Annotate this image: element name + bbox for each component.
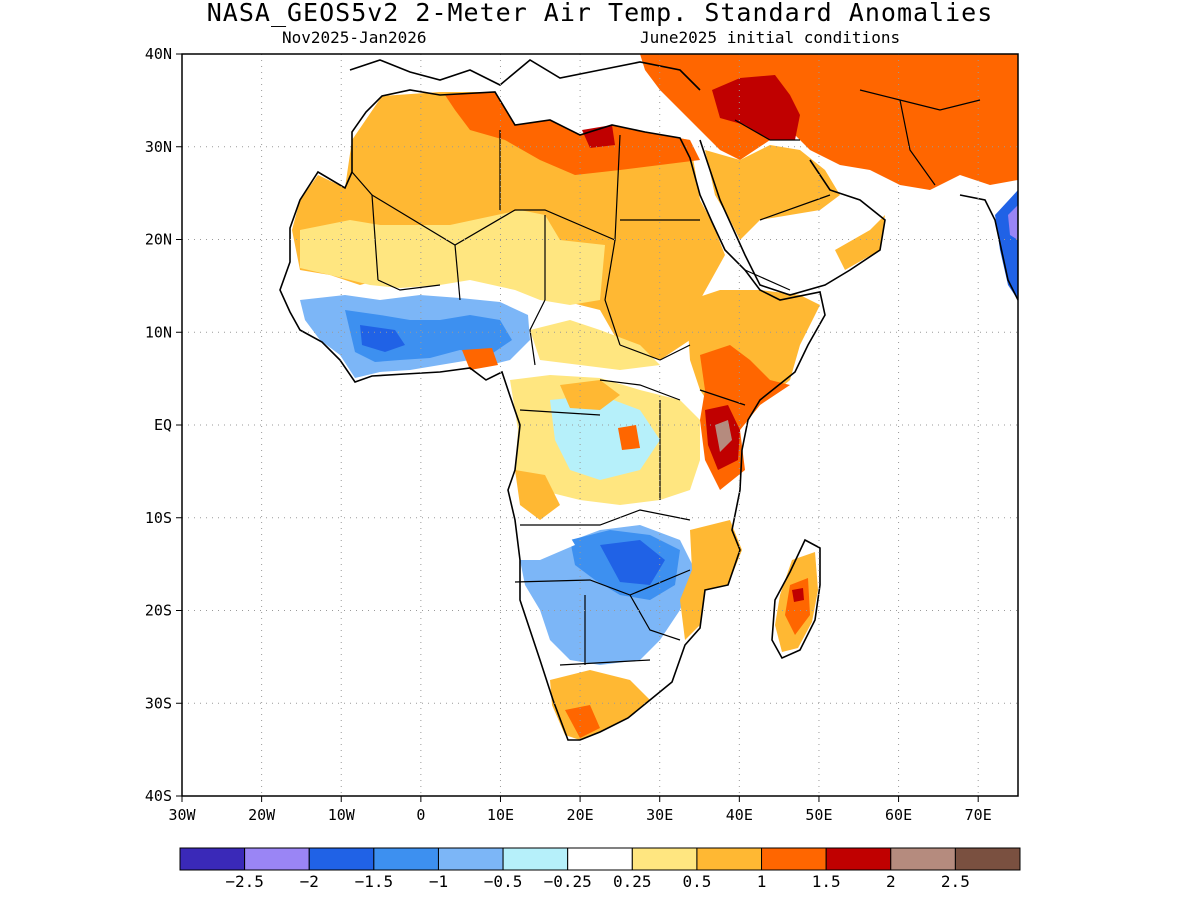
map-title: NASA_GEOS5v2 2-Meter Air Temp. Standard …	[206, 0, 994, 27]
madagascar-coastline	[771, 538, 821, 660]
colorbar-label: −1.5	[354, 872, 394, 891]
india-coastline	[959, 194, 1018, 301]
anomaly-arabia	[705, 145, 840, 240]
anomaly-arabia-south	[835, 215, 885, 270]
colorbar-swatch	[437, 847, 504, 871]
colorbar-swatch	[890, 847, 956, 871]
graticule	[182, 54, 1018, 796]
anomaly-congo-spot	[618, 425, 640, 450]
colorbar-swatch	[244, 847, 310, 871]
colorbar-label: −0.5	[483, 872, 523, 891]
lon-tick-label: 30W	[168, 806, 196, 824]
lon-tick-label: 20E	[567, 806, 594, 824]
map-content	[182, 54, 1018, 796]
colorbar-swatch	[567, 847, 633, 871]
lat-tick-label: 30N	[145, 138, 172, 156]
anomaly-iraq	[712, 75, 800, 140]
anomaly-ivory-coast	[360, 325, 405, 352]
lat-tick-label: 30S	[145, 694, 172, 712]
arabia-coastline	[699, 139, 886, 296]
lon-tick-label: 10W	[328, 806, 356, 824]
colorbar-label: 2	[885, 872, 896, 891]
anomaly-middle-east	[640, 54, 1018, 190]
lon-tick-label: 40E	[726, 806, 753, 824]
forecast-period: Nov2025-Jan2026	[282, 28, 427, 47]
lon-tick-label: 30E	[646, 806, 673, 824]
lat-tick-label: 20S	[145, 602, 172, 620]
longitude-labels: 30W 20W 10W 0 10E 20E 30E 40E 50E 60E 70E	[168, 806, 991, 824]
anomaly-india-purple	[1008, 205, 1018, 240]
anomaly-congo-cool	[550, 395, 660, 480]
colorbar-label: 2.5	[940, 872, 970, 891]
colorbar-swatch	[825, 847, 892, 871]
lat-tick-label: 40N	[145, 45, 172, 63]
anomaly-madagascar-hot	[785, 578, 810, 635]
lat-tick-label: EQ	[154, 416, 172, 434]
lon-tick-label: 70E	[965, 806, 992, 824]
anomaly-madagascar-peak	[792, 588, 804, 602]
axis-ticks	[176, 53, 979, 802]
colorbar-swatch	[502, 847, 569, 871]
anomaly-sahel	[300, 210, 605, 305]
latitude-labels: 40N 30N 20N 10N EQ 10S 20S 30S 40S	[145, 45, 172, 805]
colorbar-label: −1	[428, 872, 449, 891]
mediterranean-coastline	[349, 59, 701, 91]
initial-conditions: June2025 initial conditions	[640, 28, 901, 47]
lon-tick-label: 0	[416, 806, 425, 824]
anomaly-mozambique	[680, 520, 742, 640]
colorbar-label: −2.5	[225, 872, 264, 891]
colorbar-label: 1	[756, 872, 767, 891]
anomaly-zambia-core	[600, 540, 665, 585]
colorbar-swatch	[373, 847, 439, 871]
colorbar-swatch	[696, 847, 763, 871]
anomaly-libya-hot	[582, 125, 615, 148]
anomaly-sahel-east	[530, 320, 660, 370]
lat-tick-label: 10N	[145, 323, 172, 341]
colorbar	[179, 847, 1021, 871]
africa-coastline	[279, 89, 826, 741]
lat-tick-label: 20N	[145, 231, 172, 249]
anomaly-cape	[565, 705, 600, 738]
colorbar-swatch	[954, 847, 1021, 871]
colorbar-label: 1.5	[811, 872, 841, 891]
anomaly-angola-neutral	[520, 520, 575, 560]
colorbar-label: −2	[299, 872, 319, 891]
anomaly-congo-warm	[560, 380, 620, 410]
colorbar-label: 0.25	[613, 872, 652, 891]
lat-tick-label: 40S	[145, 787, 172, 805]
lon-tick-label: 50E	[805, 806, 832, 824]
lon-tick-label: 60E	[885, 806, 912, 824]
lat-tick-label: 10S	[145, 509, 172, 527]
anomaly-kenya-peak	[715, 420, 732, 452]
anomaly-north-coast	[445, 92, 700, 175]
colorbar-label: −0.25	[543, 872, 592, 891]
anomaly-gabon	[515, 470, 560, 520]
anomaly-nigeria-spot	[462, 348, 498, 370]
colorbar-swatch	[179, 847, 246, 871]
lon-tick-label: 10E	[487, 806, 514, 824]
lon-tick-label: 20W	[248, 806, 276, 824]
colorbar-label: 0.5	[682, 872, 712, 891]
colorbar-swatch	[631, 847, 698, 871]
colorbar-swatch	[308, 847, 375, 871]
colorbar-swatch	[761, 847, 827, 871]
